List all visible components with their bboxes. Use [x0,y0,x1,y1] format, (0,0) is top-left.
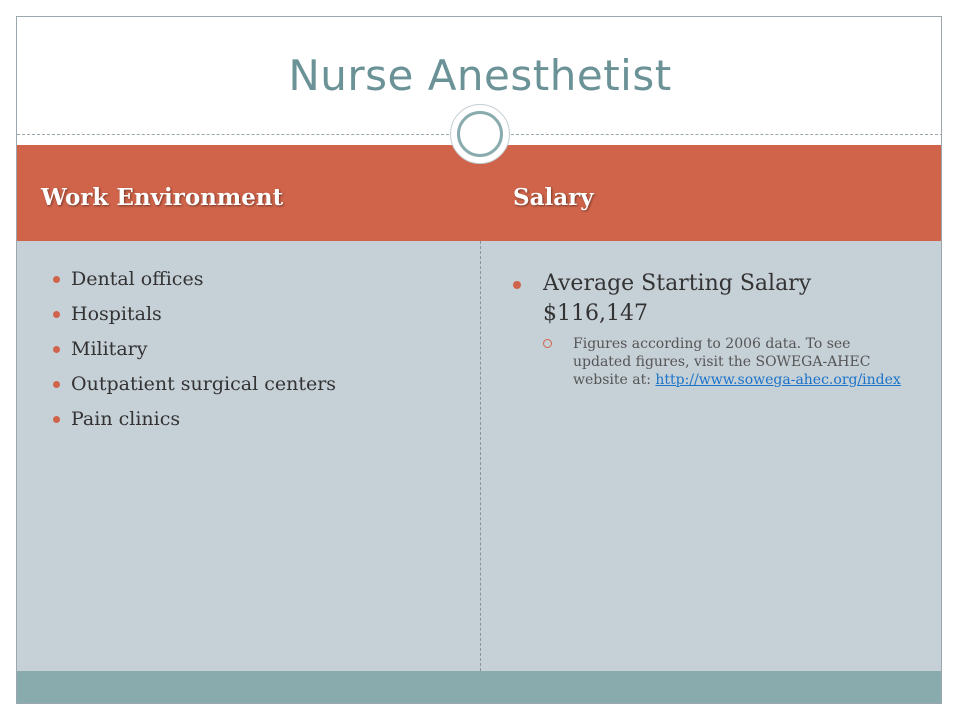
salary-item: Average Starting Salary $116,147 [513,269,913,329]
bullet-icon [53,276,60,283]
decorative-inner-ring-icon [457,111,503,157]
content-area: Dental offices Hospitals Military Outpat… [17,241,941,671]
list-item: Dental offices [53,267,336,291]
bullet-icon [53,416,60,423]
list-item: Military [53,337,336,361]
sowega-ahec-link[interactable]: http://www.sowega-ahec.org/index [655,372,901,388]
list-item: Outpatient surgical centers [53,372,336,396]
work-environment-heading: Work Environment [41,184,284,211]
column-header-band: Work Environment Salary [17,145,941,241]
list-item-label: Outpatient surgical centers [71,373,337,395]
slide: Nurse Anesthetist Work Environment Salar… [16,16,942,704]
decorative-circle-icon [450,104,510,164]
list-item: Hospitals [53,302,336,326]
list-item-label: Dental offices [71,268,204,290]
salary-note: Figures according to 2006 data. To see u… [543,335,913,389]
salary-block: Average Starting Salary $116,147 Figures… [513,269,913,389]
work-environment-list: Dental offices Hospitals Military Outpat… [53,267,336,442]
salary-label: Average Starting Salary [543,271,812,296]
salary-note-list: Figures according to 2006 data. To see u… [513,335,913,389]
bullet-icon [513,281,521,289]
salary-value: $116,147 [543,301,648,326]
sub-bullet-icon [543,339,552,348]
column-divider [480,241,481,671]
list-item-label: Pain clinics [71,408,181,430]
footer-band [17,671,941,703]
list-item-label: Military [71,338,148,360]
bullet-icon [53,346,60,353]
bullet-icon [53,311,60,318]
slide-title: Nurse Anesthetist [288,51,672,100]
list-item: Pain clinics [53,407,336,431]
salary-note-text: Figures according to 2006 data. To see u… [573,336,871,388]
list-item-label: Hospitals [71,303,162,325]
bullet-icon [53,381,60,388]
salary-heading: Salary [513,184,594,211]
